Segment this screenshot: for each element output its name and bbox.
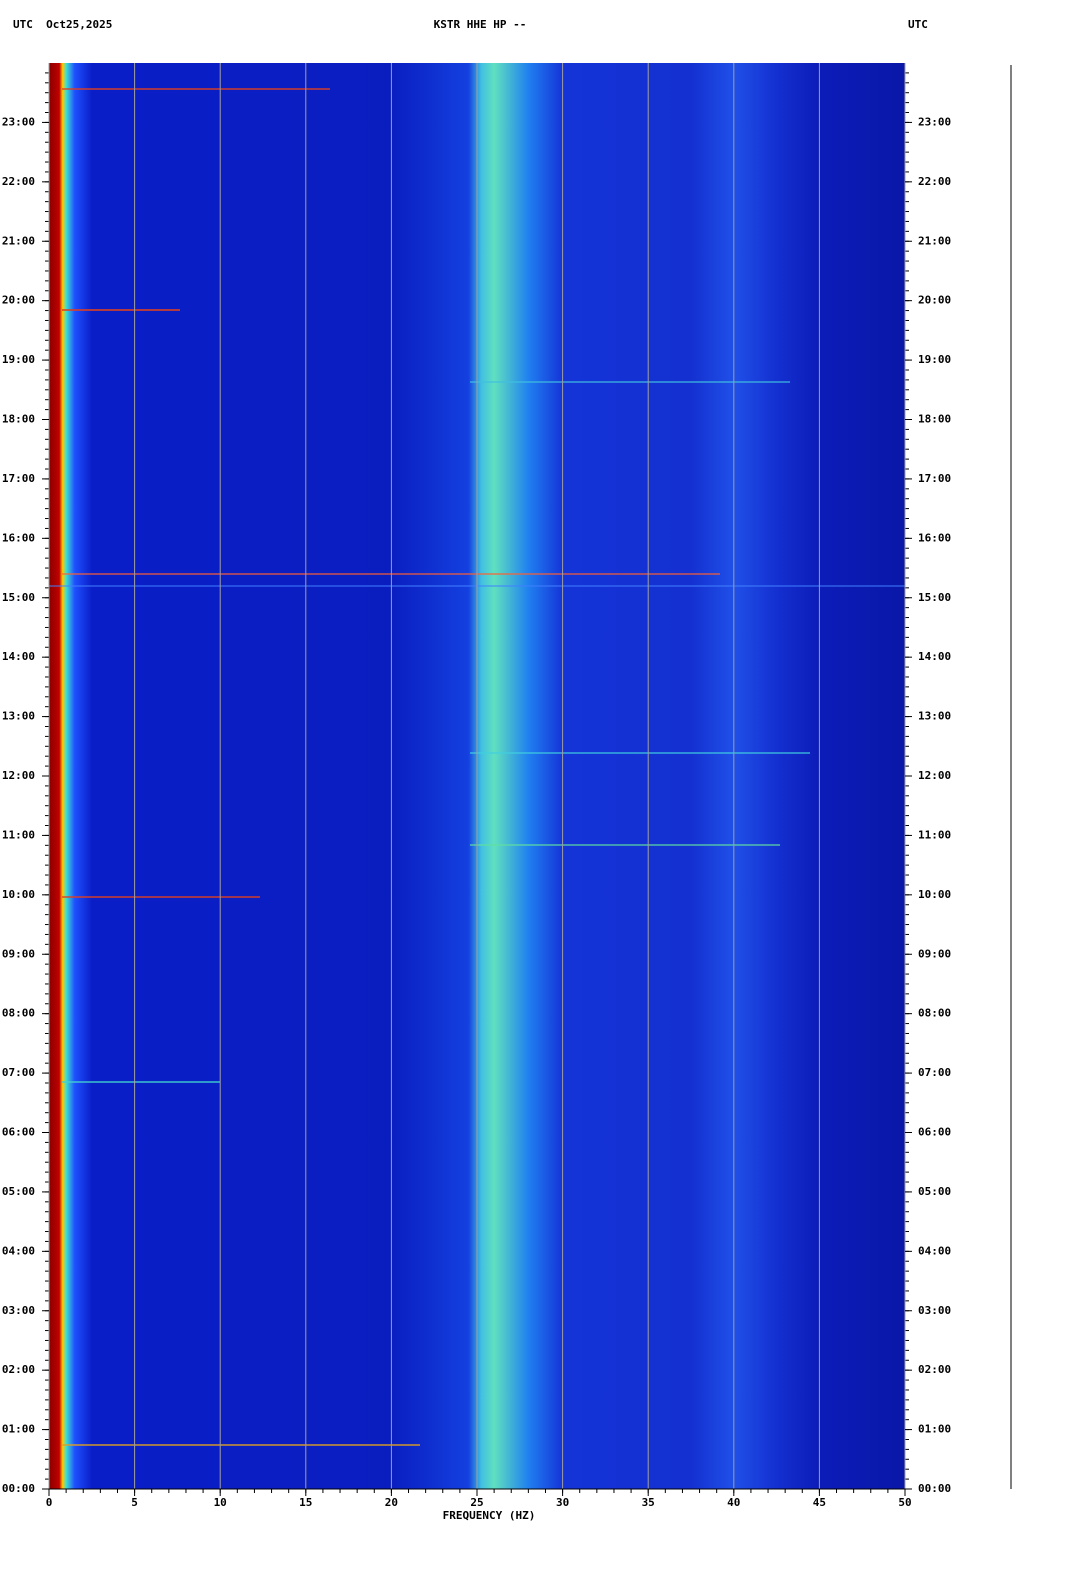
y-tick-label: 23:00 [918, 115, 951, 128]
x-tick-label: 40 [727, 1496, 740, 1509]
y-tick-label: 06:00 [918, 1126, 951, 1139]
y-tick-label: 19:00 [918, 353, 951, 366]
y-tick-label: 07:00 [2, 1066, 35, 1079]
y-tick-label: 09:00 [2, 947, 35, 960]
y-tick-label: 05:00 [918, 1185, 951, 1198]
y-tick-label: 14:00 [918, 650, 951, 663]
y-tick-label: 15:00 [2, 591, 35, 604]
header-left: UTC Oct25,2025 [13, 18, 112, 31]
y-tick-label: 02:00 [2, 1363, 35, 1376]
y-tick-label: 06:00 [2, 1126, 35, 1139]
x-tick-label: 25 [470, 1496, 483, 1509]
y-tick-label: 09:00 [918, 947, 951, 960]
y-tick-label: 08:00 [918, 1007, 951, 1020]
y-tick-label: 03:00 [2, 1304, 35, 1317]
y-tick-label: 11:00 [2, 828, 35, 841]
y-tick-label: 04:00 [918, 1244, 951, 1257]
x-tick-label: 50 [898, 1496, 911, 1509]
x-tick-label: 15 [299, 1496, 312, 1509]
chart-title: KSTR HHE HP -- [434, 18, 527, 31]
y-tick-label: 01:00 [918, 1423, 951, 1436]
y-tick-label: 22:00 [2, 175, 35, 188]
y-tick-label: 20:00 [918, 294, 951, 307]
y-tick-label: 11:00 [918, 828, 951, 841]
y-tick-label: 20:00 [2, 294, 35, 307]
y-tick-label: 04:00 [2, 1244, 35, 1257]
y-tick-label: 14:00 [2, 650, 35, 663]
y-tick-label: 17:00 [2, 472, 35, 485]
y-tick-label: 13:00 [2, 710, 35, 723]
y-tick-label: 00:00 [918, 1482, 951, 1495]
y-tick-label: 22:00 [918, 175, 951, 188]
x-tick-label: 45 [813, 1496, 826, 1509]
y-tick-label: 01:00 [2, 1423, 35, 1436]
y-tick-label: 10:00 [918, 888, 951, 901]
y-tick-label: 12:00 [2, 769, 35, 782]
x-tick-label: 30 [556, 1496, 569, 1509]
x-tick-label: 35 [642, 1496, 655, 1509]
y-tick-label: 18:00 [918, 413, 951, 426]
y-tick-label: 08:00 [2, 1007, 35, 1020]
y-tick-label: 16:00 [2, 531, 35, 544]
y-tick-label: 03:00 [918, 1304, 951, 1317]
y-tick-label: 21:00 [918, 234, 951, 247]
y-tick-label: 10:00 [2, 888, 35, 901]
y-tick-label: 05:00 [2, 1185, 35, 1198]
y-tick-label: 17:00 [918, 472, 951, 485]
y-tick-label: 00:00 [2, 1482, 35, 1495]
x-axis-label: FREQUENCY (HZ) [443, 1509, 536, 1522]
y-tick-label: 12:00 [918, 769, 951, 782]
y-tick-label: 21:00 [2, 234, 35, 247]
y-tick-label: 23:00 [2, 115, 35, 128]
x-tick-label: 20 [385, 1496, 398, 1509]
x-tick-label: 10 [214, 1496, 227, 1509]
x-tick-label: 0 [46, 1496, 53, 1509]
y-tick-label: 13:00 [918, 710, 951, 723]
y-tick-label: 07:00 [918, 1066, 951, 1079]
y-tick-label: 16:00 [918, 531, 951, 544]
header-right: UTC [908, 18, 928, 31]
y-tick-label: 02:00 [918, 1363, 951, 1376]
x-tick-label: 5 [131, 1496, 138, 1509]
y-tick-label: 15:00 [918, 591, 951, 604]
y-tick-label: 19:00 [2, 353, 35, 366]
y-tick-label: 18:00 [2, 413, 35, 426]
